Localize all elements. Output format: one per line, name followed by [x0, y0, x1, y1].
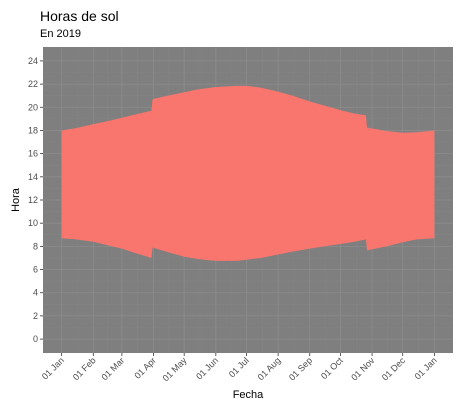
y-tick-label: 12 [28, 195, 38, 205]
y-tick-label: 24 [28, 56, 38, 66]
x-tick-label: 01 Jan [40, 355, 66, 381]
x-axis-label: Fecha [233, 389, 264, 401]
x-tick-label: 01 Jun [194, 355, 220, 381]
x-tick-label: 01 Dec [380, 355, 408, 383]
y-tick-label: 6 [33, 265, 38, 275]
y-tick-label: 20 [28, 102, 38, 112]
x-tick-label: 01 Nov [349, 355, 377, 383]
x-tick-label: 01 Aug [256, 355, 283, 382]
y-axis-label: Hora [10, 187, 22, 212]
x-tick-label: 01 May [161, 355, 189, 383]
x-tick-label: 01 Oct [319, 355, 345, 381]
y-tick-label: 2 [33, 311, 38, 321]
x-tick-label: 01 Feb [71, 355, 98, 382]
chart-subtitle: En 2019 [40, 28, 81, 40]
x-tick-label: 01 Jan [413, 355, 439, 381]
y-tick-label: 10 [28, 218, 38, 228]
y-tick-label: 14 [28, 172, 38, 182]
x-tick-label: 01 Jul [227, 355, 251, 379]
x-tick-label: 01 Sep [287, 355, 314, 382]
x-axis-ticks: 01 Jan 01 Feb 01 Mar 01 Apr 01 May 01 Jun 01 J… [40, 353, 439, 383]
chart-title: Horas de sol [40, 8, 119, 24]
x-tick-label: 01 Apr [132, 355, 157, 380]
x-tick-label: 01 Mar [99, 355, 126, 382]
y-tick-label: 4 [33, 288, 38, 298]
y-tick-label: 18 [28, 125, 38, 135]
sunlight-area [61, 85, 435, 261]
y-tick-label: 8 [33, 241, 38, 251]
y-tick-label: 16 [28, 149, 38, 159]
y-tick-label: 22 [28, 79, 38, 89]
y-tick-label: 0 [33, 334, 38, 344]
